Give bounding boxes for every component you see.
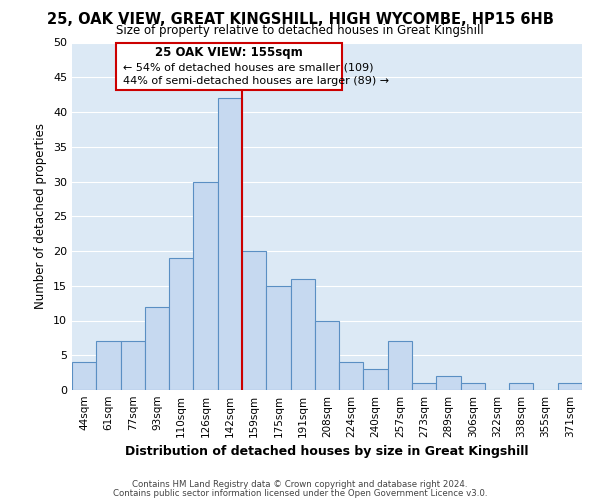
Y-axis label: Number of detached properties: Number of detached properties <box>34 123 47 309</box>
Bar <box>364 369 388 390</box>
Text: ← 54% of detached houses are smaller (109): ← 54% of detached houses are smaller (10… <box>123 62 373 72</box>
X-axis label: Distribution of detached houses by size in Great Kingshill: Distribution of detached houses by size … <box>125 446 529 458</box>
Bar <box>339 362 364 390</box>
Bar <box>558 383 582 390</box>
Text: 44% of semi-detached houses are larger (89) →: 44% of semi-detached houses are larger (… <box>123 76 389 86</box>
Bar <box>266 286 290 390</box>
Bar <box>436 376 461 390</box>
Text: 25 OAK VIEW: 155sqm: 25 OAK VIEW: 155sqm <box>155 46 302 60</box>
Bar <box>72 362 96 390</box>
Text: Contains public sector information licensed under the Open Government Licence v3: Contains public sector information licen… <box>113 488 487 498</box>
Bar <box>96 342 121 390</box>
Bar <box>509 383 533 390</box>
Text: 25, OAK VIEW, GREAT KINGSHILL, HIGH WYCOMBE, HP15 6HB: 25, OAK VIEW, GREAT KINGSHILL, HIGH WYCO… <box>47 12 553 28</box>
Bar <box>315 320 339 390</box>
Bar <box>290 279 315 390</box>
Bar <box>121 342 145 390</box>
FancyBboxPatch shape <box>116 42 341 90</box>
Bar <box>145 306 169 390</box>
Text: Contains HM Land Registry data © Crown copyright and database right 2024.: Contains HM Land Registry data © Crown c… <box>132 480 468 489</box>
Bar <box>412 383 436 390</box>
Text: Size of property relative to detached houses in Great Kingshill: Size of property relative to detached ho… <box>116 24 484 37</box>
Bar <box>169 258 193 390</box>
Bar <box>218 98 242 390</box>
Bar <box>193 182 218 390</box>
Bar <box>388 342 412 390</box>
Bar <box>242 251 266 390</box>
Bar <box>461 383 485 390</box>
